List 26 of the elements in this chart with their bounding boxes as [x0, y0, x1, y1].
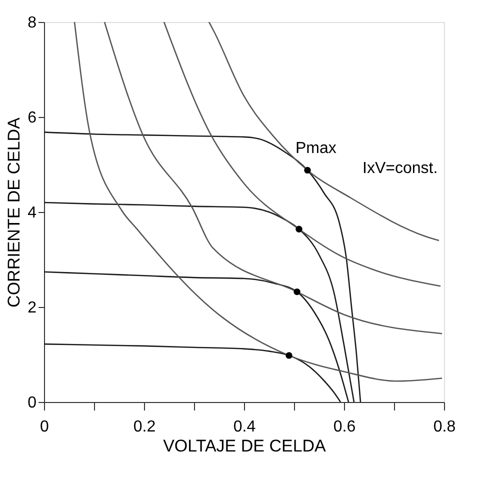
x-axis-title: VOLTAJE DE CELDA	[163, 436, 327, 456]
y-tick-label: 2	[28, 300, 37, 316]
x-tick-label: 0.2	[133, 418, 156, 436]
point	[294, 288, 300, 296]
line-series	[74, 22, 443, 382]
line-series	[208, 22, 440, 242]
line-series	[104, 22, 443, 334]
x-tick-label: 0.6	[333, 418, 356, 436]
x-tick-label: 0.8	[433, 418, 456, 436]
line-series	[44, 271, 350, 402]
line-series	[44, 132, 362, 402]
line-series	[44, 343, 342, 402]
line-series	[44, 202, 355, 402]
point	[296, 226, 302, 232]
x-tick-label: 0	[40, 418, 50, 436]
point	[286, 352, 292, 359]
point	[304, 166, 311, 174]
y-tick-label: 8	[28, 14, 37, 32]
x-tick-label: 0.4	[233, 418, 256, 436]
annotation: Pmax	[296, 140, 336, 158]
line-series	[163, 22, 442, 287]
y-axis-title: CORRIENTE DE CELDA	[4, 116, 24, 308]
y-tick-label: 4	[28, 204, 37, 222]
y-tick-label: 0	[28, 394, 37, 412]
annotation: IxV=const.	[362, 160, 438, 177]
y-tick-label: 6	[28, 110, 37, 126]
